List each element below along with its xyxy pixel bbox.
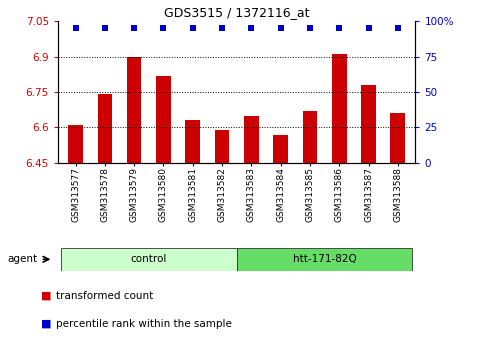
Point [247,25,255,31]
Point [335,25,343,31]
Point [277,25,284,31]
Bar [215,130,229,163]
Point [306,25,314,31]
Text: agent: agent [7,254,37,264]
Text: transformed count: transformed count [56,291,153,301]
Text: htt-171-82Q: htt-171-82Q [293,254,356,264]
Point [394,25,402,31]
Bar [332,54,346,163]
Point [71,25,79,31]
Point [365,25,372,31]
Bar [185,120,200,163]
Title: GDS3515 / 1372116_at: GDS3515 / 1372116_at [164,6,310,19]
FancyBboxPatch shape [237,248,412,271]
Bar [244,116,258,163]
Bar [98,95,112,163]
Point [218,25,226,31]
Point [130,25,138,31]
Bar [390,113,405,163]
Point [101,25,109,31]
Text: ■: ■ [41,319,52,329]
Bar [302,111,317,163]
Point [159,25,167,31]
Bar [68,125,83,163]
Text: ■: ■ [41,291,52,301]
Bar [127,57,142,163]
Bar [273,135,288,163]
Text: percentile rank within the sample: percentile rank within the sample [56,319,231,329]
Bar [156,75,171,163]
Point [189,25,197,31]
Text: control: control [130,254,167,264]
Bar [361,85,376,163]
FancyBboxPatch shape [61,248,237,271]
